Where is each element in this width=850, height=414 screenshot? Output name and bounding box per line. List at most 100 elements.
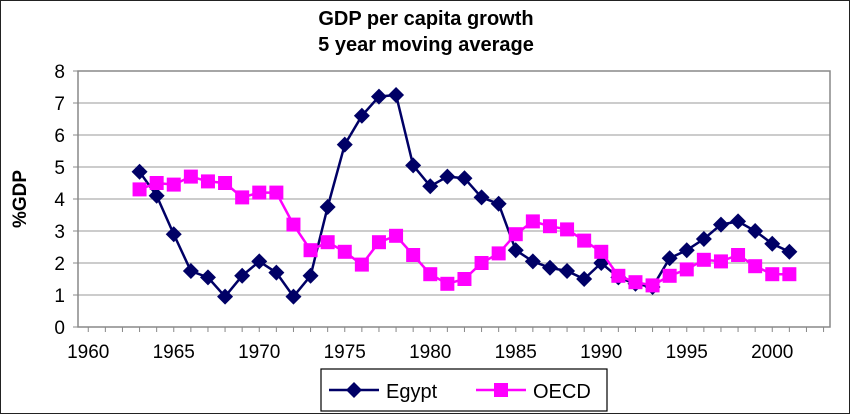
- oecd-data-point: [235, 190, 250, 205]
- x-tick-label: 1985: [495, 342, 537, 363]
- legend-egypt-label: Egypt: [386, 381, 438, 403]
- egypt-data-point: [165, 226, 182, 243]
- oecd-data-point: [149, 176, 164, 190]
- oecd-data-point: [286, 217, 301, 232]
- oecd-data-point: [183, 169, 198, 184]
- egypt-data-point: [559, 263, 576, 279]
- egypt-data-point: [490, 195, 507, 212]
- y-tick-label: 0: [54, 318, 65, 339]
- x-tick-label: 1970: [238, 342, 280, 363]
- x-tick-label: 1995: [666, 342, 708, 363]
- oecd-data-point: [611, 268, 626, 283]
- oecd-data-point: [594, 244, 609, 259]
- oecd-data-point: [713, 254, 728, 269]
- y-tick-label: 4: [54, 190, 65, 211]
- egypt-data-point: [234, 267, 251, 284]
- oecd-data-point: [269, 185, 284, 200]
- legend-oecd-marker: [494, 383, 508, 397]
- egypt-data-point: [336, 136, 353, 153]
- egypt-data-point: [302, 267, 319, 284]
- oecd-data-point: [662, 268, 677, 283]
- oecd-data-point: [200, 174, 215, 189]
- egypt-data-point: [405, 157, 422, 174]
- oecd-data-point: [320, 235, 335, 250]
- y-tick-label: 6: [54, 126, 65, 147]
- egypt-data-point: [781, 243, 798, 260]
- x-tick-label: 1980: [409, 342, 451, 363]
- oecd-data-point: [577, 233, 592, 248]
- x-tick-label: 1990: [580, 342, 622, 363]
- oecd-data-point: [389, 228, 404, 243]
- egypt-data-point: [422, 178, 439, 195]
- egypt-data-point: [678, 242, 695, 259]
- egypt-data-point: [148, 187, 165, 204]
- oecd-data-point: [731, 248, 746, 262]
- legend-egypt-marker: [346, 382, 362, 398]
- egypt-data-point: [251, 253, 268, 270]
- egypt-data-point: [661, 250, 678, 267]
- egypt-data-point: [131, 163, 148, 180]
- y-tick-label: 2: [54, 254, 65, 275]
- oecd-data-point: [406, 248, 421, 262]
- x-tick-label: 2000: [751, 342, 793, 363]
- x-tick-label: 1965: [153, 342, 195, 363]
- oecd-data-point: [696, 252, 711, 267]
- oecd-data-point: [560, 222, 575, 237]
- egypt-data-point: [730, 213, 747, 230]
- oecd-data-point: [303, 243, 318, 258]
- egypt-data-point: [764, 235, 781, 252]
- egypt-data-point: [507, 242, 524, 259]
- legend-oecd-label: OECD: [533, 381, 591, 403]
- oecd-data-point: [440, 276, 455, 291]
- oecd-data-point: [166, 177, 181, 192]
- egypt-data-point: [747, 223, 764, 239]
- chart-subtitle: 5 year moving average: [318, 34, 534, 56]
- x-tick-label: 1975: [324, 342, 366, 363]
- egypt-data-point: [353, 107, 370, 124]
- egypt-data-point: [268, 264, 285, 281]
- oecd-data-point: [132, 182, 147, 197]
- legend: Egypt OECD: [320, 368, 608, 412]
- oecd-data-point: [491, 246, 506, 261]
- egypt-data-point: [473, 189, 490, 206]
- y-axis-label: %GDP: [10, 170, 31, 228]
- oecd-data-point: [508, 227, 523, 242]
- oecd-data-point: [252, 185, 267, 200]
- y-tick-label: 7: [54, 94, 65, 115]
- egypt-data-point: [524, 253, 541, 270]
- egypt-data-point: [199, 269, 216, 286]
- egypt-data-point: [541, 259, 558, 276]
- oecd-data-point: [645, 278, 660, 293]
- y-tick-label: 1: [54, 286, 65, 307]
- egypt-data-point: [712, 216, 729, 233]
- oecd-data-point: [337, 244, 352, 259]
- chart-title: GDP per capita growth: [318, 8, 533, 30]
- oecd-data-point: [765, 267, 780, 282]
- x-tick-label: 1960: [67, 342, 109, 363]
- oecd-data-point: [218, 176, 233, 190]
- egypt-data-point: [370, 88, 387, 105]
- egypt-data-point: [285, 288, 302, 305]
- y-tick-label: 3: [54, 222, 65, 243]
- egypt-data-point: [182, 263, 199, 279]
- oecd-data-point: [525, 214, 540, 229]
- oecd-data-point: [542, 219, 557, 234]
- oecd-data-point: [679, 262, 694, 277]
- egypt-data-point: [388, 87, 405, 103]
- oecd-data-point: [457, 272, 472, 286]
- egypt-data-point: [456, 170, 473, 187]
- egypt-data-point: [439, 168, 456, 185]
- oecd-data-point: [354, 257, 369, 272]
- oecd-data-point: [423, 267, 438, 282]
- egypt-data-point: [319, 199, 336, 215]
- egypt-data-point: [217, 288, 234, 305]
- oecd-data-point: [782, 267, 797, 282]
- egypt-data-point: [576, 271, 593, 287]
- y-tick-label: 5: [54, 158, 65, 179]
- egypt-data-point: [695, 231, 712, 247]
- oecd-data-point: [628, 275, 643, 290]
- oecd-data-point: [474, 256, 489, 270]
- oecd-data-point: [748, 259, 763, 274]
